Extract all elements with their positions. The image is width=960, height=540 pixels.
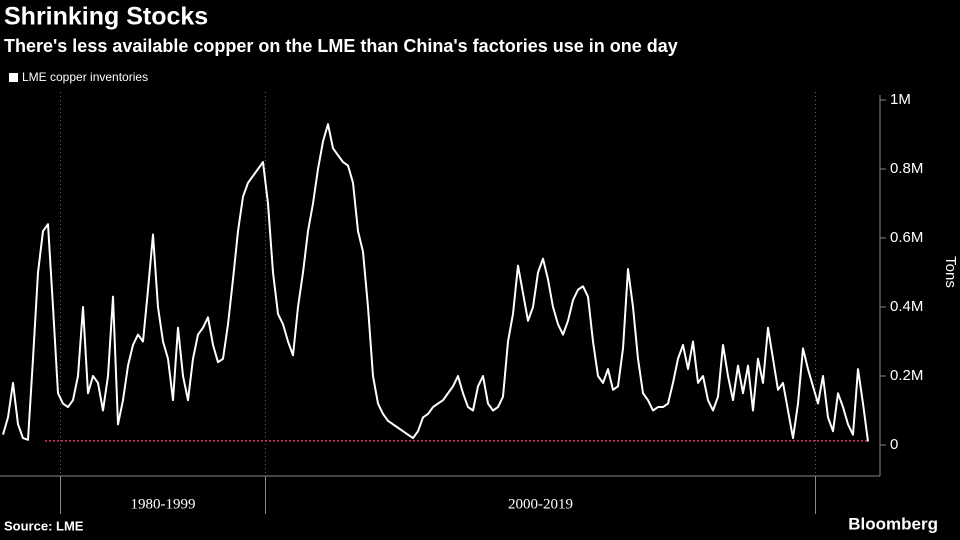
x-group-label: 2000-2019 xyxy=(508,496,573,512)
chart-subtitle: There's less available copper on the LME… xyxy=(4,36,678,56)
y-tick-label: 0.6M xyxy=(890,229,923,246)
brand: Bloomberg xyxy=(848,514,938,533)
y-tick-label: 0 xyxy=(890,436,898,453)
y-tick-label: 0.2M xyxy=(890,367,923,384)
legend-swatch xyxy=(9,73,18,82)
y-tick-label: 1M xyxy=(890,91,911,108)
y-tick-label: 0.8M xyxy=(890,160,923,177)
y-axis-label: Tons xyxy=(942,256,959,288)
y-tick-label: 0.4M xyxy=(890,298,923,315)
source: Source: LME xyxy=(4,518,84,533)
legend-label: LME copper inventories xyxy=(22,70,148,84)
x-group-label: 1980-1999 xyxy=(131,496,196,512)
data-line xyxy=(2,123,869,442)
chart-title: Shrinking Stocks xyxy=(4,3,208,31)
